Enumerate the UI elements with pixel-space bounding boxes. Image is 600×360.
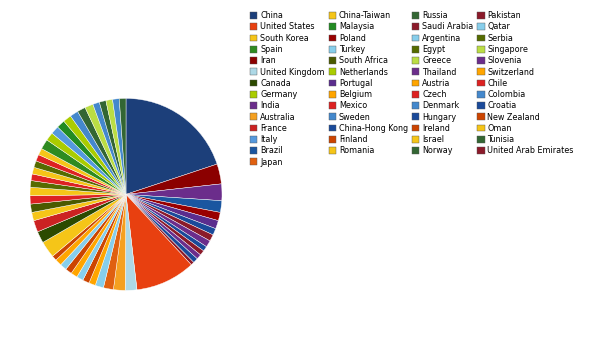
Wedge shape xyxy=(126,194,203,255)
Wedge shape xyxy=(77,108,126,194)
Wedge shape xyxy=(85,104,126,194)
Wedge shape xyxy=(126,194,197,262)
Wedge shape xyxy=(58,121,126,194)
Wedge shape xyxy=(126,98,217,194)
Wedge shape xyxy=(38,194,126,242)
Wedge shape xyxy=(34,161,126,194)
Wedge shape xyxy=(56,194,126,265)
Wedge shape xyxy=(95,194,126,288)
Wedge shape xyxy=(126,194,210,247)
Wedge shape xyxy=(64,116,126,194)
Wedge shape xyxy=(100,100,126,194)
Wedge shape xyxy=(43,194,126,256)
Wedge shape xyxy=(126,194,215,235)
Wedge shape xyxy=(126,194,194,265)
Wedge shape xyxy=(47,133,126,194)
Wedge shape xyxy=(53,194,126,260)
Wedge shape xyxy=(125,194,137,291)
Wedge shape xyxy=(31,174,126,194)
Wedge shape xyxy=(61,194,126,269)
Legend: China, United States, South Korea, Spain, Iran, United Kingdom, Canada, Germany,: China, United States, South Korea, Spain… xyxy=(250,11,574,167)
Wedge shape xyxy=(30,187,126,196)
Wedge shape xyxy=(41,140,126,194)
Wedge shape xyxy=(66,194,126,273)
Wedge shape xyxy=(83,194,126,283)
Wedge shape xyxy=(106,99,126,194)
Wedge shape xyxy=(126,194,213,241)
Wedge shape xyxy=(36,155,126,194)
Wedge shape xyxy=(52,127,126,194)
Wedge shape xyxy=(30,194,126,204)
Wedge shape xyxy=(38,149,126,194)
Wedge shape xyxy=(126,194,218,229)
Wedge shape xyxy=(30,180,126,194)
Wedge shape xyxy=(34,194,126,232)
Wedge shape xyxy=(113,99,126,194)
Wedge shape xyxy=(32,167,126,194)
Wedge shape xyxy=(126,194,220,221)
Wedge shape xyxy=(126,164,221,194)
Wedge shape xyxy=(103,194,126,289)
Wedge shape xyxy=(89,194,126,285)
Wedge shape xyxy=(126,194,200,259)
Wedge shape xyxy=(126,194,206,251)
Wedge shape xyxy=(126,184,222,201)
Wedge shape xyxy=(71,194,126,277)
Wedge shape xyxy=(71,112,126,194)
Wedge shape xyxy=(93,102,126,194)
Wedge shape xyxy=(31,194,126,212)
Wedge shape xyxy=(77,194,126,280)
Wedge shape xyxy=(32,194,126,221)
Wedge shape xyxy=(126,194,222,212)
Wedge shape xyxy=(113,194,126,291)
Wedge shape xyxy=(119,98,126,194)
Wedge shape xyxy=(126,194,191,290)
